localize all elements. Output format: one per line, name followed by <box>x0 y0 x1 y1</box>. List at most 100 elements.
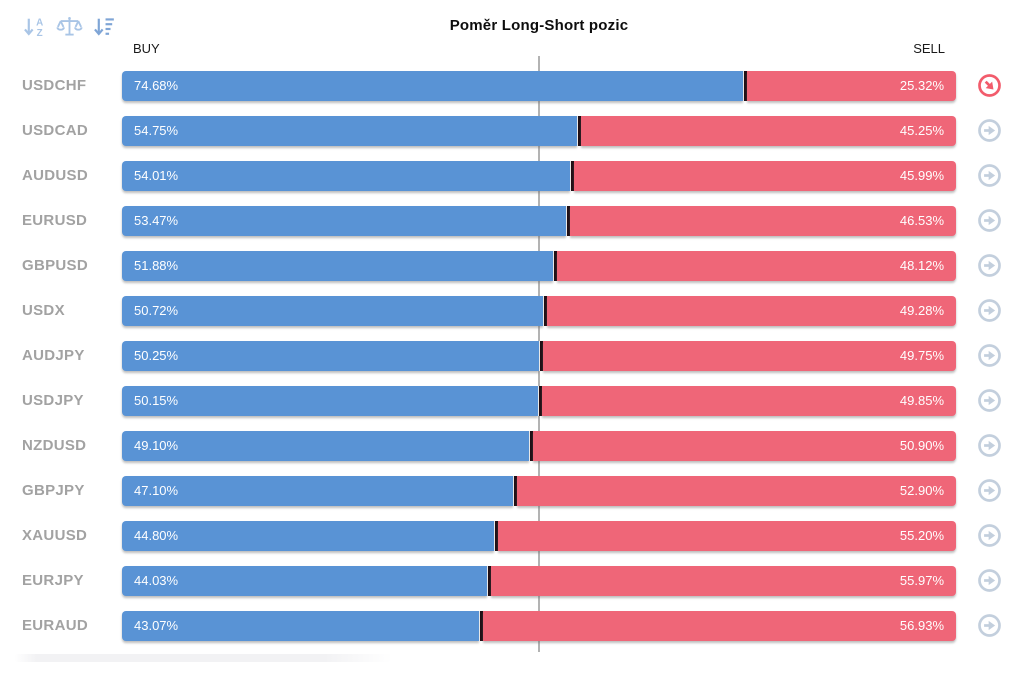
sell-segment: 55.20% <box>497 520 956 551</box>
pair-label: USDCAD <box>22 122 88 139</box>
buy-percent: 44.03% <box>134 573 179 588</box>
row-action-button[interactable] <box>956 433 1022 458</box>
sell-percent: 49.85% <box>899 393 944 408</box>
sell-percent: 56.93% <box>899 618 944 633</box>
row-action-button[interactable] <box>956 253 1022 278</box>
arrow-right-circle-icon <box>977 479 1001 502</box>
long-short-bar: 44.80% 55.20% <box>122 520 956 551</box>
sell-segment: 49.28% <box>547 295 956 326</box>
sell-segment: 48.12% <box>556 250 956 281</box>
row-action-button[interactable] <box>956 613 1022 638</box>
row-action-button[interactable] <box>956 208 1022 233</box>
arrow-right-circle-icon <box>977 344 1001 367</box>
long-short-bar: 54.01% 45.99% <box>122 160 956 191</box>
buy-segment: 44.03% <box>122 565 488 596</box>
buy-segment: 51.88% <box>122 250 553 281</box>
pair-label: GBPUSD <box>22 257 88 274</box>
buy-segment: 54.75% <box>122 115 577 146</box>
buy-percent: 51.88% <box>134 258 179 273</box>
balance-scale-icon[interactable] <box>55 13 83 40</box>
pair-label: XAUUSD <box>22 527 88 544</box>
pair-label: AUDJPY <box>22 347 85 364</box>
row-action-button[interactable] <box>956 523 1022 548</box>
arrow-right-circle-icon <box>977 614 1001 637</box>
segment-divider <box>552 250 557 281</box>
segment-divider <box>538 385 543 416</box>
row-action-button[interactable] <box>956 388 1022 413</box>
segment-divider <box>570 160 575 191</box>
buy-segment: 50.72% <box>122 295 543 326</box>
long-short-bar: 53.47% 46.53% <box>122 205 956 236</box>
row-action-button[interactable] <box>956 343 1022 368</box>
table-row: USDCHF 74.68% 25.32% <box>0 63 1022 108</box>
table-row: USDJPY 50.15% 49.85% <box>0 378 1022 423</box>
arrow-right-circle-icon <box>977 569 1001 592</box>
buy-segment: 53.47% <box>122 205 566 236</box>
sell-percent: 49.28% <box>899 303 944 318</box>
sort-toolbar: A Z <box>20 13 118 40</box>
long-short-bar: 50.25% 49.75% <box>122 340 956 371</box>
row-action-button[interactable] <box>956 73 1022 98</box>
buy-segment: 54.01% <box>122 160 571 191</box>
sell-segment: 52.90% <box>516 475 956 506</box>
buy-percent: 50.15% <box>134 393 179 408</box>
arrow-right-circle-icon <box>977 434 1001 457</box>
table-row: XAUUSD 44.80% 55.20% <box>0 513 1022 558</box>
buy-percent: 50.72% <box>134 303 179 318</box>
sell-segment: 56.93% <box>483 610 956 641</box>
segment-divider <box>529 430 534 461</box>
buy-segment: 49.10% <box>122 430 530 461</box>
arrow-right-circle-icon <box>977 119 1001 142</box>
pair-label: NZDUSD <box>22 437 87 454</box>
segment-divider <box>576 115 581 146</box>
sell-segment: 50.90% <box>533 430 956 461</box>
segment-divider <box>565 205 570 236</box>
table-row: AUDUSD 54.01% 45.99% <box>0 153 1022 198</box>
sort-alphabetical-icon[interactable]: A Z <box>20 13 48 40</box>
row-action-button[interactable] <box>956 478 1022 503</box>
table-row: EURJPY 44.03% 55.97% <box>0 558 1022 603</box>
long-short-bar: 50.72% 49.28% <box>122 295 956 326</box>
pair-label: EURAUD <box>22 617 88 634</box>
segment-divider <box>487 565 492 596</box>
table-row: GBPJPY 47.10% 52.90% <box>0 468 1022 513</box>
buy-segment: 47.10% <box>122 475 513 506</box>
partial-next-row <box>14 654 392 662</box>
sell-percent: 52.90% <box>899 483 944 498</box>
buy-column-header: BUY <box>133 41 160 56</box>
arrow-right-circle-icon <box>977 164 1001 187</box>
segment-divider <box>539 340 544 371</box>
row-action-button[interactable] <box>956 568 1022 593</box>
sell-segment: 25.32% <box>746 70 956 101</box>
sell-segment: 49.75% <box>543 340 956 371</box>
sell-column-header: SELL <box>913 41 945 56</box>
buy-percent: 54.75% <box>134 123 179 138</box>
long-short-bar: 43.07% 56.93% <box>122 610 956 641</box>
segment-divider <box>512 475 517 506</box>
sell-segment: 55.97% <box>491 565 956 596</box>
arrow-right-circle-icon <box>977 524 1001 547</box>
segment-divider <box>479 610 484 641</box>
sell-percent: 45.25% <box>899 123 944 138</box>
pair-label: USDJPY <box>22 392 84 409</box>
long-short-bar: 49.10% 50.90% <box>122 430 956 461</box>
row-action-button[interactable] <box>956 118 1022 143</box>
long-short-bar: 54.75% 45.25% <box>122 115 956 146</box>
segment-divider <box>493 520 498 551</box>
buy-segment: 74.68% <box>122 70 743 101</box>
sell-percent: 45.99% <box>899 168 944 183</box>
svg-text:Z: Z <box>36 28 42 39</box>
pair-label: EURJPY <box>22 572 84 589</box>
sort-amount-desc-icon[interactable] <box>90 13 118 40</box>
sell-percent: 50.90% <box>899 438 944 453</box>
long-short-bar: 51.88% 48.12% <box>122 250 956 281</box>
row-action-button[interactable] <box>956 298 1022 323</box>
buy-percent: 44.80% <box>134 528 179 543</box>
buy-segment: 43.07% <box>122 610 480 641</box>
row-action-button[interactable] <box>956 163 1022 188</box>
table-row: USDCAD 54.75% 45.25% <box>0 108 1022 153</box>
arrow-right-circle-icon <box>977 389 1001 412</box>
pair-label: USDCHF <box>22 77 87 94</box>
table-row: AUDJPY 50.25% 49.75% <box>0 333 1022 378</box>
